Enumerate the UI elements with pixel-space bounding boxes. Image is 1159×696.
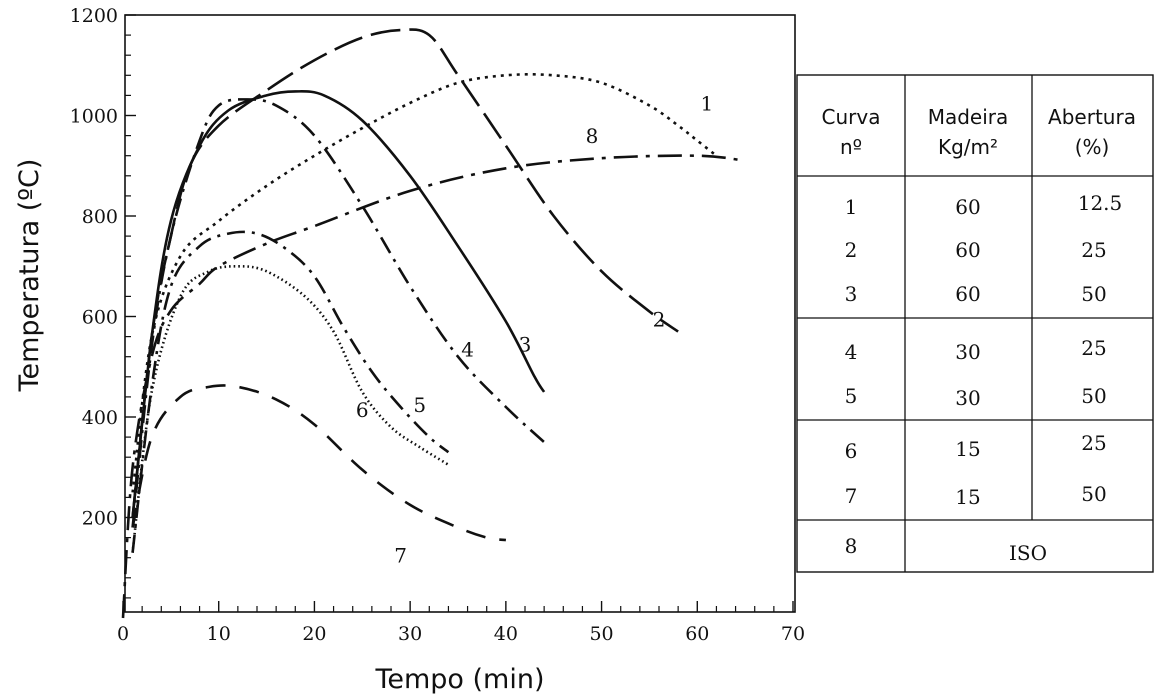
- plot-area: 0 10 20 30 40 50 60 70 200 400 600 800 1000 1200 1 8 2…: [70, 5, 805, 645]
- header-no: nº: [840, 135, 862, 159]
- row-6-opening: 25: [1081, 431, 1106, 455]
- y-tick-label: 1000: [70, 106, 118, 128]
- series-8-line: [121, 154, 746, 619]
- plot-frame: [124, 14, 796, 613]
- row-3-curve: 3: [845, 282, 858, 306]
- y-tick-label: 600: [82, 307, 118, 329]
- row-3-opening: 50: [1081, 282, 1106, 306]
- x-tick-label: 10: [207, 623, 231, 645]
- header-madeira: Madeira: [928, 105, 1009, 129]
- series-4-line: [131, 98, 545, 528]
- x-tick-label: 60: [685, 623, 709, 645]
- series-5-line: [131, 230, 450, 553]
- row-2-wood: 60: [955, 238, 980, 262]
- row-5-wood: 30: [955, 386, 980, 410]
- series-3-line: [131, 90, 546, 518]
- y-tick-label: 200: [82, 508, 118, 530]
- row-5-curve: 5: [845, 384, 858, 408]
- curve-label-5: 5: [413, 393, 426, 417]
- row-2-curve: 2: [845, 238, 858, 262]
- row-8-curve: 8: [845, 534, 858, 558]
- row-6-wood: 15: [955, 437, 980, 461]
- curve-label-4: 4: [461, 338, 474, 362]
- row-3-wood: 60: [955, 282, 980, 306]
- curve-label-2: 2: [653, 308, 666, 332]
- y-tick-label: 400: [82, 407, 118, 429]
- curve-label-8: 8: [586, 124, 599, 148]
- row-1-opening: 12.5: [1078, 191, 1123, 215]
- curve-label-1: 1: [700, 91, 713, 115]
- row-6-curve: 6: [845, 439, 858, 463]
- header-abertura: Abertura: [1048, 105, 1136, 129]
- row-8-label: ISO: [1009, 541, 1047, 565]
- y-axis-ticks: 200 400 600 800 1000 1200: [70, 5, 136, 530]
- series-2-line: [131, 28, 679, 518]
- x-tick-label: 50: [589, 623, 613, 645]
- row-7-opening: 50: [1081, 482, 1106, 506]
- row-1-wood: 60: [955, 195, 980, 219]
- y-tick-label: 800: [82, 206, 118, 228]
- header-percent: (%): [1075, 135, 1110, 159]
- row-5-opening: 50: [1081, 384, 1106, 408]
- row-4-opening: 25: [1081, 336, 1106, 360]
- row-2-opening: 25: [1081, 238, 1106, 262]
- x-tick-label: 40: [494, 623, 518, 645]
- series-6-line: [131, 265, 450, 553]
- row-4-curve: 4: [845, 340, 858, 364]
- x-axis-title: Tempo (min): [374, 664, 544, 695]
- x-tick-label: 70: [781, 623, 805, 645]
- curve-label-3: 3: [519, 333, 532, 357]
- x-tick-label: 0: [117, 623, 129, 645]
- legend-table: Curva nº Madeira Kg/m² Abertura (%) 1 60…: [796, 74, 1154, 573]
- header-curva: Curva: [822, 105, 881, 129]
- curve-label-6: 6: [356, 398, 369, 422]
- series-1-line: [131, 73, 718, 493]
- series-7-line: [131, 384, 507, 542]
- header-kg-m2: Kg/m²: [938, 135, 998, 159]
- curve-label-7: 7: [394, 544, 407, 568]
- row-4-wood: 30: [955, 340, 980, 364]
- row-1-curve: 1: [845, 195, 858, 219]
- y-tick-label: 1200: [70, 5, 118, 27]
- series-layer: [121, 28, 746, 619]
- x-tick-label: 20: [302, 623, 326, 645]
- row-7-wood: 15: [955, 485, 980, 509]
- x-tick-label: 30: [398, 623, 422, 645]
- x-axis-ticks: 0 10 20 30 40 50 60 70: [117, 601, 805, 645]
- row-7-curve: 7: [845, 484, 858, 508]
- minor-ticks: [125, 34, 775, 612]
- y-axis-title: Temperatura (ºC): [14, 159, 45, 393]
- curve-labels: 1 8 2 3 4 5 6 7: [356, 91, 713, 567]
- table-frame: [796, 74, 1154, 573]
